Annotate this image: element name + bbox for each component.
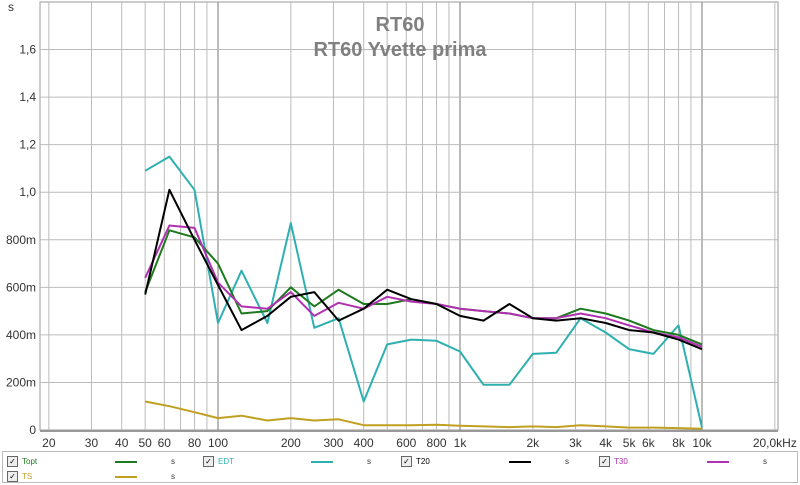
legend-unit: s xyxy=(171,457,175,466)
legend-label: T20 xyxy=(416,456,430,466)
x-tick-label: 60 xyxy=(158,436,172,450)
series-line-ts xyxy=(145,400,703,430)
y-tick-label: 800m xyxy=(6,233,36,247)
plot-area xyxy=(39,1,779,431)
x-tick-label: 20 xyxy=(42,436,56,450)
chart-title: RT60 xyxy=(376,14,425,36)
x-tick-label: 6k xyxy=(642,436,656,450)
legend-checkbox[interactable]: ✓ xyxy=(7,455,18,467)
x-tick-label: 300 xyxy=(323,436,343,450)
series-ts xyxy=(145,400,703,430)
legend-item-edt[interactable]: ✓ EDT xyxy=(203,454,234,468)
y-axis-label: s xyxy=(8,0,14,14)
x-tick-label: 4k xyxy=(599,436,613,450)
x-tick-label: 2k xyxy=(527,436,541,450)
x-tick-label: 10k xyxy=(692,436,712,450)
legend-line-sample xyxy=(707,461,729,463)
x-tick-label: 50 xyxy=(138,436,152,450)
x-tick-label: 3k xyxy=(569,436,583,450)
x-tick-label: 8k xyxy=(672,436,686,450)
legend-item-ts[interactable]: ✓ TS xyxy=(7,469,32,483)
rt60-chart: 0 200m 400m 600m 800m 1,0 1,2 1,4 1,6 s 20 30 40 50 60… xyxy=(6,0,797,450)
legend-item-t30[interactable]: ✓ T30 xyxy=(599,454,628,468)
y-tick-label: 1,2 xyxy=(19,138,36,152)
legend-item-t20[interactable]: ✓ T20 xyxy=(401,454,430,468)
y-tick-label: 400m xyxy=(6,328,36,342)
legend-label: Topt xyxy=(22,456,38,466)
legend-unit: s xyxy=(565,457,569,466)
series-line-edt xyxy=(144,155,703,428)
legend-line-sample xyxy=(509,461,531,463)
x-tick-label: 800 xyxy=(427,436,447,450)
legend-checkbox[interactable]: ✓ xyxy=(203,455,214,467)
legend-line-sample xyxy=(115,461,137,463)
chart-subtitle: RT60 Yvette prima xyxy=(313,39,487,61)
x-tick-label: 100 xyxy=(208,436,228,450)
series-t20 xyxy=(144,188,703,351)
y-tick-label: 600m xyxy=(6,280,36,294)
x-tick-label: 30 xyxy=(85,436,99,450)
legend-label: T30 xyxy=(614,456,628,466)
series-line-t20 xyxy=(144,188,703,351)
legend-label: TS xyxy=(22,471,33,481)
y-tick-label: 200m xyxy=(6,375,36,389)
x-tick-label: 600 xyxy=(396,436,416,450)
y-tick-label: 1,4 xyxy=(19,90,36,104)
legend-checkbox[interactable]: ✓ xyxy=(401,455,412,467)
legend-line-sample xyxy=(115,476,137,478)
y-tick-label: 1,6 xyxy=(19,43,36,57)
x-tick-label: 1k xyxy=(454,436,468,450)
x-tick-label: 200 xyxy=(281,436,301,450)
y-tick-label: 0 xyxy=(29,423,36,437)
legend-line-sample xyxy=(311,461,333,463)
legend-unit: s xyxy=(763,457,767,466)
x-tick-label: 80 xyxy=(188,436,202,450)
series-line-t30 xyxy=(144,224,703,348)
x-tick-label: 40 xyxy=(115,436,129,450)
x-tick-label: 5k xyxy=(623,436,637,450)
legend-unit: s xyxy=(367,457,371,466)
legend-checkbox[interactable]: ✓ xyxy=(599,455,610,467)
y-tick-label: 1,0 xyxy=(19,185,36,199)
x-tick-label: 20,0kHz xyxy=(753,436,797,450)
legend-label: EDT xyxy=(218,456,234,466)
legend-checkbox[interactable]: ✓ xyxy=(7,470,18,482)
legend-item-topt[interactable]: ✓ Topt xyxy=(7,454,37,468)
legend: ✓ Topt s ✓ EDT s ✓ T20 s ✓ T30 s ✓ TS s xyxy=(2,451,798,483)
legend-unit: s xyxy=(171,472,175,481)
x-tick-label: 400 xyxy=(354,436,374,450)
